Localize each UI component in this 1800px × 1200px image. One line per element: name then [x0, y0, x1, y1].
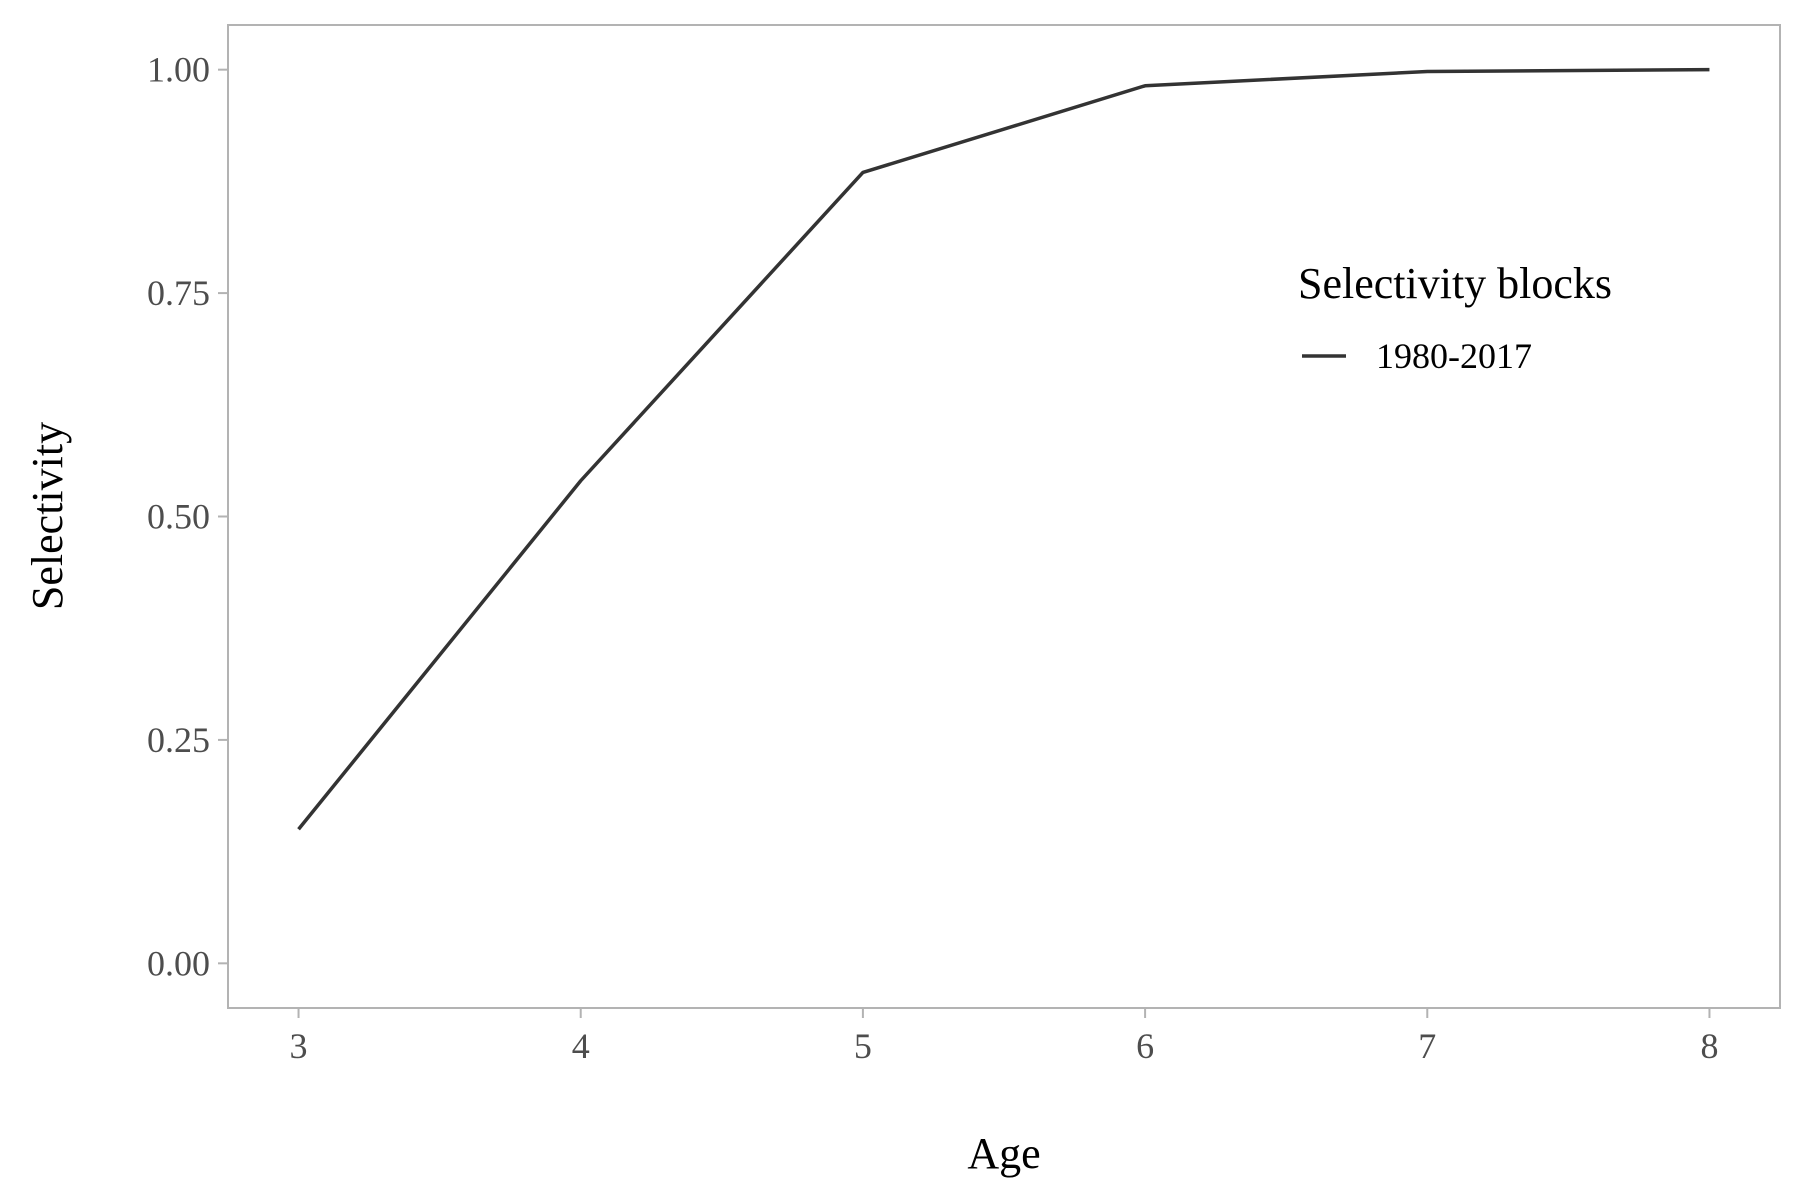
y-tick-label: 0.25: [147, 720, 210, 760]
y-tick-label: 0.75: [147, 273, 210, 313]
x-tick-label: 4: [572, 1026, 590, 1066]
y-axis-title: Selectivity: [23, 422, 72, 610]
x-axis-ticks: 3 4 5 6 7 8: [290, 1008, 1718, 1066]
y-tick-label: 1.00: [147, 50, 210, 90]
x-tick-label: 7: [1418, 1026, 1436, 1066]
series-layer: [297, 67, 1710, 831]
legend-label: 1980-2017: [1376, 336, 1532, 376]
x-axis-title: Age: [967, 1129, 1040, 1178]
y-tick-label: 0.50: [147, 497, 210, 537]
legend: Selectivity blocks 1980-2017: [1298, 259, 1612, 376]
legend-title: Selectivity blocks: [1298, 259, 1612, 308]
x-tick-label: 6: [1136, 1026, 1154, 1066]
y-axis-ticks: 0.00 0.25 0.50 0.75 1.00: [147, 50, 228, 983]
y-tick-label: 0.00: [147, 943, 210, 983]
x-tick-label: 5: [854, 1026, 872, 1066]
series-line: [297, 67, 1710, 831]
x-tick-label: 3: [290, 1026, 308, 1066]
x-tick-label: 8: [1700, 1026, 1718, 1066]
